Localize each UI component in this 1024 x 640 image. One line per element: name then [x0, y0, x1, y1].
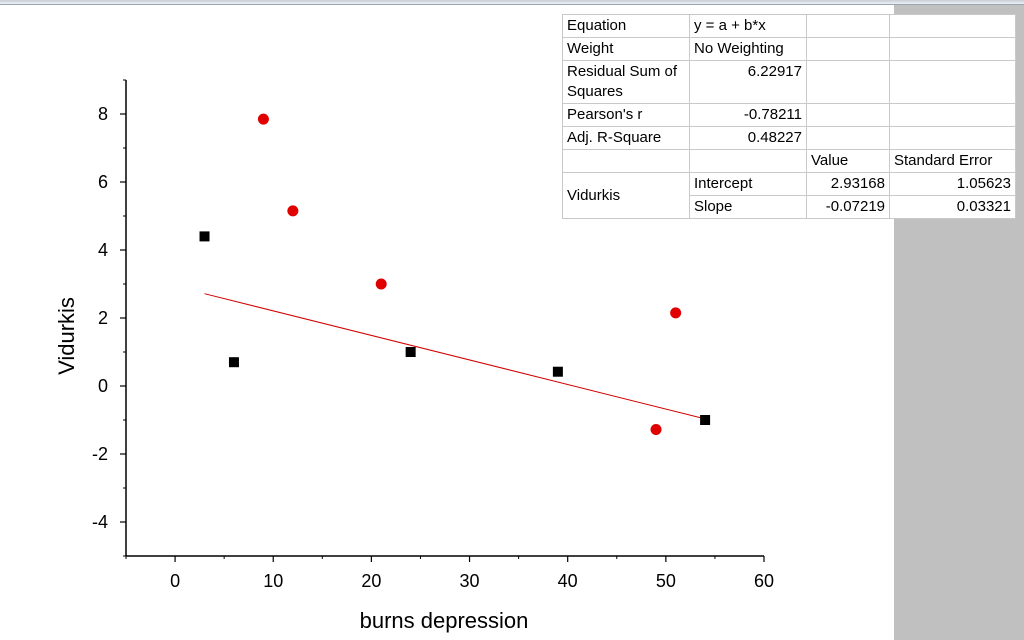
empty-cell [806, 126, 890, 150]
y-tick-label: -4 [92, 512, 108, 532]
empty-cell [562, 149, 690, 173]
value-column-header: Value [806, 149, 890, 173]
y-tick-label: 6 [98, 172, 108, 192]
x-tick-label: 60 [754, 571, 774, 591]
data-marks [199, 113, 711, 436]
window-top-strip [0, 0, 1024, 5]
empty-cell [889, 103, 1016, 127]
stats-row-pearson: Pearson's r -0.78211 [562, 103, 1016, 127]
regression-stats-table: Equation y = a + b*x Weight No Weighting… [562, 14, 1016, 219]
y-tick-label: -2 [92, 444, 108, 464]
square-data-point [405, 347, 416, 357]
equation-label: Equation [562, 14, 690, 38]
x-axis-title: burns depression [360, 608, 529, 633]
square-data-point [199, 231, 210, 242]
circle-data-point [257, 113, 269, 125]
rss-value: 6.22917 [689, 60, 807, 104]
intercept-label: Intercept [689, 172, 807, 196]
x-tick-label: 10 [263, 571, 283, 591]
square-data-point [552, 366, 563, 377]
slope-value: -0.07219 [806, 195, 890, 219]
empty-cell [806, 103, 890, 127]
y-tick-label: 2 [98, 308, 108, 328]
circle-data-point [287, 205, 299, 217]
stats-row-rss: Residual Sum of Squares 6.22917 [562, 60, 1016, 104]
rss-label: Residual Sum of Squares [562, 60, 690, 104]
empty-cell [806, 14, 890, 38]
circle-data-point [375, 278, 387, 290]
y-tick-label: 0 [98, 376, 108, 396]
empty-cell [806, 37, 890, 61]
empty-cell [889, 60, 1016, 104]
x-tick-label: 0 [170, 571, 180, 591]
circle-data-point [670, 307, 682, 319]
x-tick-label: 40 [558, 571, 578, 591]
empty-cell [889, 126, 1016, 150]
axes: 0 10 20 30 40 50 60 -4 -2 0 2 4 6 8 [92, 79, 774, 591]
circle-data-point [650, 424, 662, 436]
y-axis-title: Vidurkis [54, 297, 79, 375]
empty-cell [689, 149, 807, 173]
stats-row-headers: Value Standard Error [562, 149, 1016, 173]
adjr2-value: 0.48227 [689, 126, 807, 150]
weight-value: No Weighting [689, 37, 807, 61]
stats-row-weight: Weight No Weighting [562, 37, 1016, 61]
weight-label: Weight [562, 37, 690, 61]
se-column-header: Standard Error [889, 149, 1016, 173]
square-data-point [228, 357, 239, 368]
pearson-label: Pearson's r [562, 103, 690, 127]
stats-row-equation: Equation y = a + b*x [562, 14, 1016, 38]
intercept-value: 2.93168 [806, 172, 890, 196]
adjr2-label: Adj. R-Square [562, 126, 690, 150]
group-label: Vidurkis [562, 172, 690, 219]
intercept-se: 1.05623 [889, 172, 1016, 196]
pearson-value: -0.78211 [689, 103, 807, 127]
y-tick-label: 4 [98, 240, 108, 260]
square-data-point [700, 415, 711, 425]
equation-value: y = a + b*x [689, 14, 807, 38]
stats-row-adjr2: Adj. R-Square 0.48227 [562, 126, 1016, 150]
y-tick-label: 8 [98, 104, 108, 124]
x-tick-label: 20 [361, 571, 381, 591]
empty-cell [889, 14, 1016, 38]
x-tick-label: 50 [656, 571, 676, 591]
stats-row-intercept: Vidurkis Intercept 2.93168 1.05623 [562, 172, 1016, 219]
empty-cell [806, 60, 890, 104]
empty-cell [889, 37, 1016, 61]
stats-row-slope: Slope -0.07219 0.03321 [563, 195, 1016, 219]
slope-label: Slope [689, 195, 807, 219]
fit-line [204, 293, 706, 420]
slope-se: 0.03321 [889, 195, 1016, 219]
x-tick-label: 30 [460, 571, 480, 591]
